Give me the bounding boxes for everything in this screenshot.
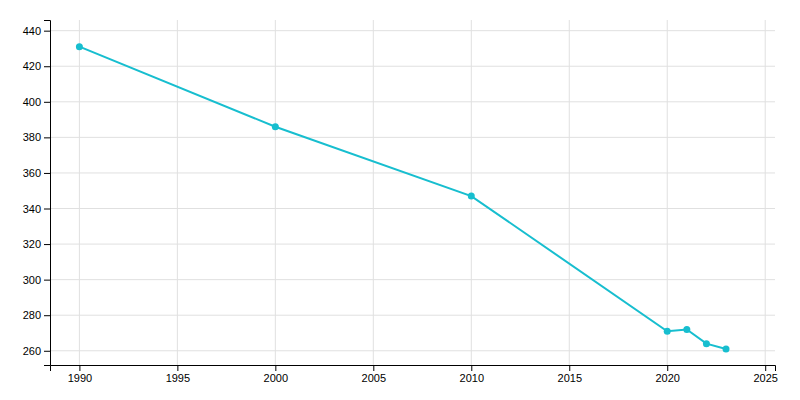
- grid-line: [373, 20, 374, 365]
- tick-label: 400: [23, 96, 41, 108]
- tick-mark: [667, 365, 668, 371]
- tick-label: 300: [23, 274, 41, 286]
- plot: 1990 1995 2000 2005 2010 2015 2020 2025 260 280 30…: [23, 20, 778, 384]
- grid-line: [275, 20, 276, 365]
- tick-mark: [177, 365, 178, 371]
- grid-line: [50, 208, 775, 209]
- tick: 2010: [460, 365, 484, 384]
- tick: 440: [23, 25, 50, 37]
- axis-line: [44, 21, 51, 366]
- tick-label: 2005: [362, 372, 386, 384]
- tick-mark: [275, 365, 276, 371]
- tick-label: 2025: [753, 372, 777, 384]
- tick-label: 2000: [264, 372, 288, 384]
- tick-label: 440: [23, 25, 41, 37]
- tick-mark: [44, 137, 50, 138]
- point: [272, 123, 279, 130]
- grid-line: [50, 244, 775, 245]
- tick-label: 1990: [68, 372, 92, 384]
- tick: 2000: [264, 365, 288, 384]
- tick: 340: [23, 203, 50, 215]
- tick-mark: [44, 173, 50, 174]
- tick: 320: [23, 238, 50, 250]
- tick-mark: [471, 365, 472, 371]
- grid-line: [177, 20, 178, 365]
- grid-line: [50, 172, 775, 173]
- grid: [50, 20, 775, 365]
- grid-line: [471, 20, 472, 365]
- x-axis: 1990 1995 2000 2005 2010 2015 2020 2025: [51, 365, 778, 384]
- tick: 1990: [68, 365, 92, 384]
- tick-label: 1995: [166, 372, 190, 384]
- tick-mark: [44, 244, 50, 245]
- tick-label: 2015: [558, 372, 582, 384]
- grid-line: [50, 101, 775, 102]
- tick-label: 340: [23, 203, 41, 215]
- tick-mark: [44, 31, 50, 32]
- grid-line: [765, 20, 766, 365]
- tick-label: 280: [23, 309, 41, 321]
- series: [76, 43, 730, 352]
- tick: 400: [23, 96, 50, 108]
- tick-label: 360: [23, 167, 41, 179]
- grid-line: [50, 279, 775, 280]
- tick-mark: [44, 209, 50, 210]
- tick-label: 2010: [460, 372, 484, 384]
- tick-mark: [569, 365, 570, 371]
- tick: 2005: [362, 365, 386, 384]
- tick-label: 380: [23, 131, 41, 143]
- tick-mark: [44, 280, 50, 281]
- tick: 300: [23, 274, 50, 286]
- tick-mark: [44, 66, 50, 67]
- grid-line: [50, 30, 775, 31]
- chart: 1990 1995 2000 2005 2010 2015 2020 2025 260 280 30…: [0, 0, 800, 400]
- point: [683, 326, 690, 333]
- tick-mark: [765, 365, 766, 371]
- tick-mark: [373, 365, 374, 371]
- tick: 280: [23, 309, 50, 321]
- tick: 420: [23, 60, 50, 72]
- tick-label: 260: [23, 345, 41, 357]
- point: [664, 328, 671, 335]
- grid-line: [50, 66, 775, 67]
- tick-mark: [79, 365, 80, 371]
- tick: 1995: [166, 365, 190, 384]
- line: [79, 47, 726, 349]
- grid-line: [50, 350, 775, 351]
- grid-line: [50, 315, 775, 316]
- tick-mark: [44, 102, 50, 103]
- tick-mark: [44, 315, 50, 316]
- tick: 2015: [558, 365, 582, 384]
- tick-label: 420: [23, 60, 41, 72]
- point: [468, 193, 475, 200]
- tick: 260: [23, 345, 50, 357]
- y-axis: 260 280 300 320 340 360 380 400 420 440: [23, 21, 51, 366]
- grid-line: [569, 20, 570, 365]
- point: [76, 43, 83, 50]
- grid-line: [50, 137, 775, 138]
- point: [723, 345, 730, 352]
- tick: 2025: [753, 365, 777, 384]
- axis-line: [51, 366, 776, 372]
- grid-line: [79, 20, 80, 365]
- tick: 360: [23, 167, 50, 179]
- tick: 380: [23, 131, 50, 143]
- grid-line: [667, 20, 668, 365]
- point: [703, 340, 710, 347]
- tick-label: 320: [23, 238, 41, 250]
- tick-mark: [44, 351, 50, 352]
- tick-label: 2020: [655, 372, 679, 384]
- tick: 2020: [655, 365, 679, 384]
